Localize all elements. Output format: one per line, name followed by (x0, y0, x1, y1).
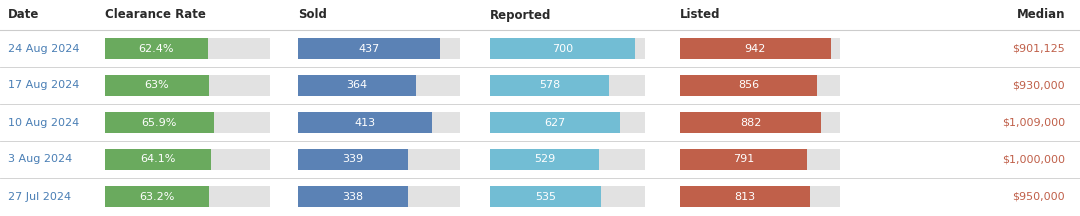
Bar (298, 186, 407, 207)
Bar (105, 112, 214, 133)
Text: 63%: 63% (145, 81, 170, 91)
Bar (105, 75, 270, 96)
Text: 10 Aug 2024: 10 Aug 2024 (8, 118, 79, 127)
Bar (490, 75, 645, 96)
Text: 65.9%: 65.9% (141, 118, 177, 127)
Text: 62.4%: 62.4% (138, 43, 174, 54)
Bar (680, 75, 816, 96)
Text: Median: Median (1016, 8, 1065, 22)
Bar (680, 186, 810, 207)
Text: 27 Jul 2024: 27 Jul 2024 (8, 192, 71, 202)
Bar (105, 38, 270, 59)
Bar (680, 149, 840, 170)
Bar (490, 112, 620, 133)
Text: 856: 856 (738, 81, 759, 91)
Text: 364: 364 (347, 81, 367, 91)
Text: 700: 700 (552, 43, 572, 54)
Bar (490, 38, 645, 59)
Text: 813: 813 (734, 192, 756, 202)
Bar (105, 38, 208, 59)
Text: 882: 882 (740, 118, 761, 127)
Bar (490, 186, 600, 207)
Bar (490, 186, 645, 207)
Text: 535: 535 (535, 192, 556, 202)
Text: $1,009,000: $1,009,000 (1002, 118, 1065, 127)
Bar (490, 149, 599, 170)
Bar (105, 75, 208, 96)
Bar (680, 112, 821, 133)
Text: 578: 578 (539, 81, 561, 91)
Bar (298, 149, 408, 170)
Text: 529: 529 (534, 154, 555, 165)
Bar (298, 75, 460, 96)
Bar (680, 75, 840, 96)
Bar (298, 38, 440, 59)
Text: $1,000,000: $1,000,000 (1002, 154, 1065, 165)
Text: 339: 339 (342, 154, 364, 165)
Text: 791: 791 (732, 154, 754, 165)
Bar (298, 112, 460, 133)
Bar (298, 186, 460, 207)
Text: 24 Aug 2024: 24 Aug 2024 (8, 43, 80, 54)
Text: 627: 627 (544, 118, 566, 127)
Text: 413: 413 (354, 118, 376, 127)
Text: Clearance Rate: Clearance Rate (105, 8, 206, 22)
Text: $930,000: $930,000 (1012, 81, 1065, 91)
Bar (490, 112, 645, 133)
Text: $950,000: $950,000 (1012, 192, 1065, 202)
Bar (298, 112, 432, 133)
Bar (105, 186, 270, 207)
Text: 3 Aug 2024: 3 Aug 2024 (8, 154, 72, 165)
Bar (298, 38, 460, 59)
Text: Sold: Sold (298, 8, 327, 22)
Bar (298, 149, 460, 170)
Text: Listed: Listed (680, 8, 720, 22)
Bar (105, 149, 211, 170)
Text: Date: Date (8, 8, 39, 22)
Bar (680, 186, 840, 207)
Bar (680, 38, 831, 59)
Bar (680, 38, 840, 59)
Text: 64.1%: 64.1% (140, 154, 176, 165)
Bar (490, 75, 609, 96)
Bar (298, 75, 416, 96)
Bar (680, 112, 840, 133)
Text: 17 Aug 2024: 17 Aug 2024 (8, 81, 79, 91)
Bar (105, 186, 210, 207)
Text: 338: 338 (342, 192, 363, 202)
Text: 437: 437 (359, 43, 379, 54)
Bar (105, 149, 270, 170)
Text: 63.2%: 63.2% (139, 192, 175, 202)
Text: 942: 942 (745, 43, 766, 54)
Bar (490, 38, 635, 59)
Text: $901,125: $901,125 (1012, 43, 1065, 54)
Bar (490, 149, 645, 170)
Text: Reported: Reported (490, 8, 552, 22)
Bar (105, 112, 270, 133)
Bar (680, 149, 807, 170)
